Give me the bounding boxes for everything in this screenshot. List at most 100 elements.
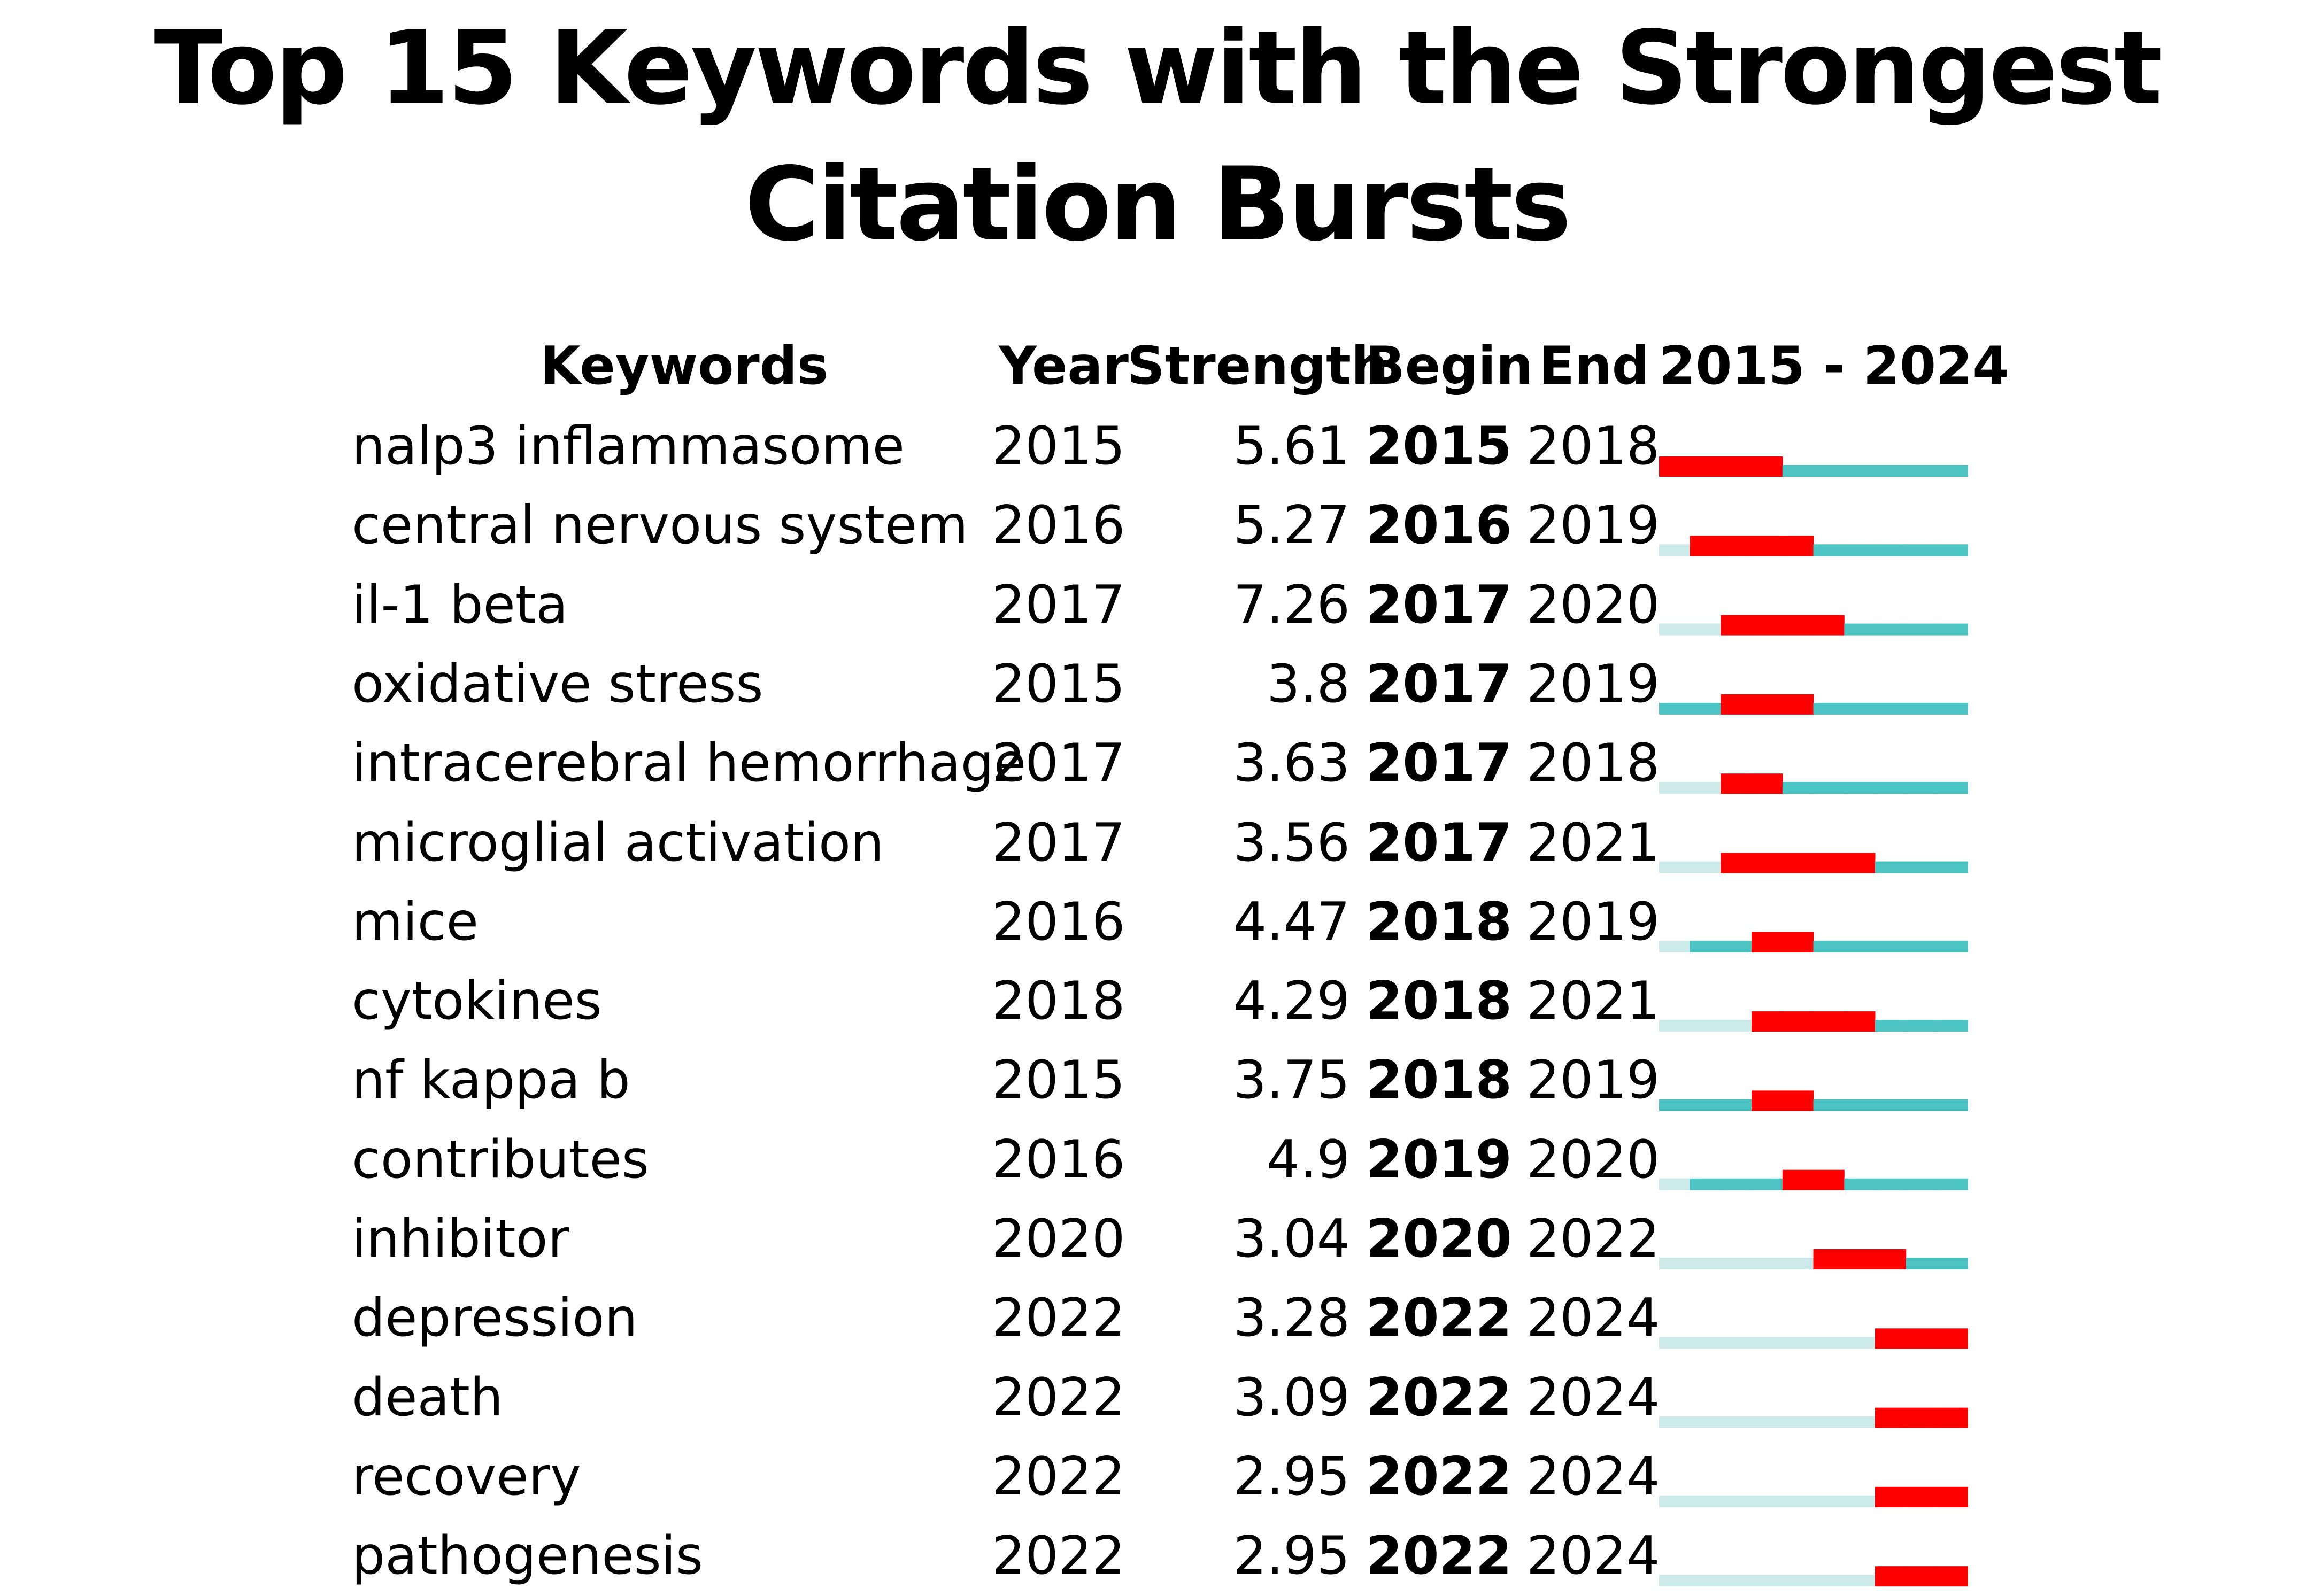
timeline-segment <box>1782 1575 1814 1587</box>
burst-segment <box>1690 456 1721 477</box>
burst-segment <box>1937 1328 1968 1349</box>
timeline-segment <box>1906 1258 1937 1269</box>
burst-segment <box>1752 615 1783 636</box>
timeline-segment <box>1752 1178 1783 1190</box>
row-year: 2017 <box>992 574 1125 636</box>
row-year: 2020 <box>992 1208 1125 1269</box>
timeline-segment <box>1659 1416 1691 1428</box>
burst-segment <box>1782 1169 1814 1190</box>
row-strength: 3.75 <box>1233 1050 1350 1111</box>
timeline-segment <box>1844 623 1876 636</box>
timeline-segment <box>1659 1337 1691 1349</box>
row-begin: 2018 <box>1366 891 1512 952</box>
row-end: 2024 <box>1526 1525 1660 1587</box>
row-begin: 2017 <box>1366 574 1512 636</box>
row-strength: 4.47 <box>1233 891 1350 952</box>
row-year: 2022 <box>992 1446 1125 1507</box>
burst-segment <box>1875 1328 1907 1349</box>
burst-segment <box>1813 853 1845 873</box>
timeline-segment <box>1659 544 1691 556</box>
row-year: 2017 <box>992 812 1125 873</box>
row-keyword: mice <box>352 891 479 952</box>
row-strength: 3.63 <box>1233 733 1350 794</box>
row-strength: 4.29 <box>1233 971 1350 1032</box>
row-year: 2015 <box>992 416 1125 477</box>
row-end: 2024 <box>1526 1288 1660 1349</box>
timeline-segment <box>1906 544 1937 556</box>
timeline-segment <box>1906 782 1937 794</box>
timeline-segment <box>1813 1575 1845 1587</box>
timeline-segment <box>1752 1337 1783 1349</box>
row-end: 2018 <box>1526 416 1660 477</box>
row-end: 2018 <box>1526 733 1660 794</box>
row-year: 2016 <box>992 495 1125 556</box>
row-begin: 2022 <box>1366 1367 1512 1428</box>
timeline-segment <box>1875 861 1907 873</box>
row-begin: 2022 <box>1366 1288 1512 1349</box>
timeline-segment <box>1875 940 1907 952</box>
row-end: 2019 <box>1526 653 1660 715</box>
timeline-segment <box>1752 1416 1783 1428</box>
row-strength: 3.8 <box>1267 653 1350 715</box>
row-end: 2021 <box>1526 812 1660 873</box>
row-end: 2019 <box>1526 891 1660 952</box>
timeline-segment <box>1659 1099 1691 1111</box>
timeline-segment <box>1659 623 1691 636</box>
burst-segment <box>1752 853 1783 873</box>
timeline-segment <box>1937 782 1968 794</box>
row-begin: 2018 <box>1366 1050 1512 1111</box>
timeline-segment <box>1721 1575 1752 1587</box>
timeline-segment <box>1752 1258 1783 1269</box>
row-keyword: nalp3 inflammasome <box>352 416 905 477</box>
row-year: 2017 <box>992 733 1125 794</box>
timeline-segment <box>1906 623 1937 636</box>
row-keyword: il-1 beta <box>352 574 568 636</box>
timeline-segment <box>1875 465 1907 477</box>
row-year: 2016 <box>992 891 1125 952</box>
timeline-segment <box>1844 1495 1876 1507</box>
timeline-segment <box>1844 1099 1876 1111</box>
burst-segment <box>1813 615 1845 636</box>
row-strength: 5.27 <box>1233 495 1350 556</box>
row-keyword: recovery <box>352 1446 581 1507</box>
row-begin: 2020 <box>1366 1208 1512 1269</box>
row-year: 2015 <box>992 653 1125 715</box>
timeline-segment <box>1659 1495 1691 1507</box>
row-strength: 3.09 <box>1233 1367 1350 1428</box>
burst-segment <box>1721 615 1752 636</box>
timeline-segment <box>1844 702 1876 715</box>
timeline-segment <box>1690 1337 1721 1349</box>
burst-segment <box>1721 694 1752 715</box>
burst-segment <box>1752 773 1783 794</box>
timeline-segment <box>1844 782 1876 794</box>
timeline-segment <box>1690 861 1721 873</box>
timeline-segment <box>1782 1495 1814 1507</box>
timeline-segment <box>1813 1099 1845 1111</box>
burst-segment <box>1875 1249 1907 1269</box>
row-end: 2022 <box>1526 1208 1660 1269</box>
row-keyword: cytokines <box>352 971 602 1032</box>
timeline-segment <box>1937 861 1968 873</box>
timeline-segment <box>1875 1178 1907 1190</box>
timeline-segment <box>1659 1575 1691 1587</box>
timeline-segment <box>1906 1178 1937 1190</box>
burst-segment <box>1782 615 1814 636</box>
row-begin: 2019 <box>1366 1129 1512 1190</box>
row-begin: 2022 <box>1366 1446 1512 1507</box>
timeline-segment <box>1906 1099 1937 1111</box>
burst-segment <box>1844 1249 1876 1269</box>
timeline-segment <box>1690 1416 1721 1428</box>
timeline-segment <box>1844 1416 1876 1428</box>
timeline-segment <box>1690 782 1721 794</box>
row-end: 2019 <box>1526 495 1660 556</box>
timeline-segment <box>1937 1020 1968 1032</box>
timeline-segment <box>1844 1575 1876 1587</box>
timeline-segment <box>1659 861 1691 873</box>
timeline-segment <box>1690 702 1721 715</box>
row-strength: 4.9 <box>1267 1129 1350 1190</box>
timeline-segment <box>1937 1258 1968 1269</box>
timeline-segment <box>1906 940 1937 952</box>
burst-segment <box>1906 1486 1937 1507</box>
row-strength: 7.26 <box>1233 574 1350 636</box>
